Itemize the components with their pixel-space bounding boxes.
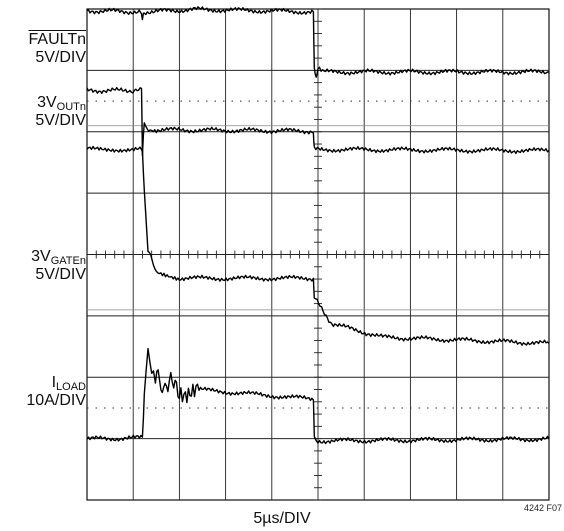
trace-label-3vgaten: 3VGATEn 5V/DIV [31, 248, 86, 284]
trace-line-3 [86, 145, 550, 346]
trace-label-3voutn: 3VOUTn 5V/DIV [35, 94, 86, 130]
trace-line-4 [86, 347, 550, 445]
trace-name-sub: LOAD [56, 381, 86, 393]
trace-scale: 5V/DIV [35, 49, 86, 66]
chart-traces [86, 6, 550, 445]
trace-name-prefix: I [51, 374, 57, 391]
trace-scale: 5V/DIV [35, 266, 86, 283]
trace-line-2 [86, 86, 550, 157]
trace-name: FAULTn [28, 31, 87, 48]
trace-label-faultn: FAULTn 5V/DIV [29, 31, 87, 67]
trace-scale: 10A/DIV [26, 392, 86, 409]
trace-name-prefix: 3V [31, 248, 51, 265]
x-axis-label: 5µs/DIV [253, 510, 311, 527]
figure-id: 4242 F07 [523, 503, 562, 513]
trace-label-iload: ILOAD 10A/DIV [26, 374, 86, 410]
trace-name-sub: OUTn [56, 101, 86, 113]
trace-name-sub: GATEn [50, 255, 86, 267]
trace-line-1 [86, 6, 549, 78]
chart-grid [86, 8, 550, 501]
trace-name-prefix: 3V [37, 94, 57, 111]
trace-scale: 5V/DIV [35, 112, 86, 129]
